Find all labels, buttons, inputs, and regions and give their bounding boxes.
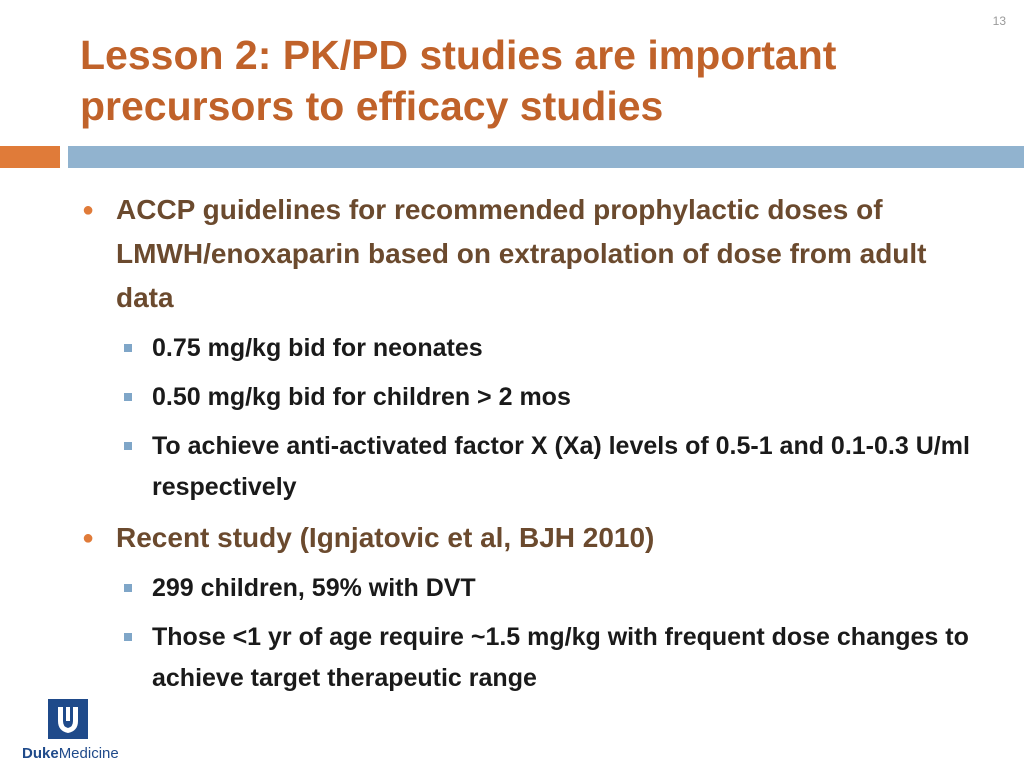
sub-bullet-item: Those <1 yr of age require ~1.5 mg/kg wi…: [80, 617, 980, 699]
slide-title: Lesson 2: PK/PD studies are important pr…: [80, 32, 837, 129]
bullet-text: Recent study (Ignjatovic et al, BJH 2010…: [116, 522, 655, 553]
sub-bullet-text: 0.50 mg/kg bid for children > 2 mos: [152, 383, 571, 411]
title-divider-blue: [68, 146, 1024, 168]
sub-bullet-item: 0.75 mg/kg bid for neonates: [80, 328, 980, 369]
sub-bullet-item: 0.50 mg/kg bid for children > 2 mos: [80, 377, 980, 418]
bullet-item: Recent study (Ignjatovic et al, BJH 2010…: [80, 516, 980, 560]
sub-bullet-text: 0.75 mg/kg bid for neonates: [152, 334, 483, 362]
duke-shield-icon: [48, 699, 88, 739]
bullet-item: ACCP guidelines for recommended prophyla…: [80, 188, 980, 320]
square-bullet-icon: [124, 633, 132, 641]
duke-medicine-logo: DukeMedicine: [22, 699, 132, 762]
sub-bullet-item: 299 children, 59% with DVT: [80, 568, 980, 609]
sub-bullet-text: Those <1 yr of age require ~1.5 mg/kg wi…: [152, 623, 969, 692]
sub-bullet-text: To achieve anti-activated factor X (Xa) …: [152, 432, 970, 501]
slide-content: ACCP guidelines for recommended prophyla…: [80, 188, 980, 699]
square-bullet-icon: [124, 393, 132, 401]
square-bullet-icon: [124, 442, 132, 450]
circle-bullet-icon: [82, 188, 94, 232]
sub-bullet-text: 299 children, 59% with DVT: [152, 574, 476, 602]
circle-bullet-icon: [82, 516, 94, 560]
square-bullet-icon: [124, 584, 132, 592]
square-bullet-icon: [124, 344, 132, 352]
sub-bullet-item: To achieve anti-activated factor X (Xa) …: [80, 426, 980, 508]
title-divider-orange: [0, 146, 60, 168]
logo-wordmark: DukeMedicine: [22, 745, 119, 762]
bullet-text: ACCP guidelines for recommended prophyla…: [116, 194, 927, 313]
slide-number: 13: [992, 14, 1006, 28]
